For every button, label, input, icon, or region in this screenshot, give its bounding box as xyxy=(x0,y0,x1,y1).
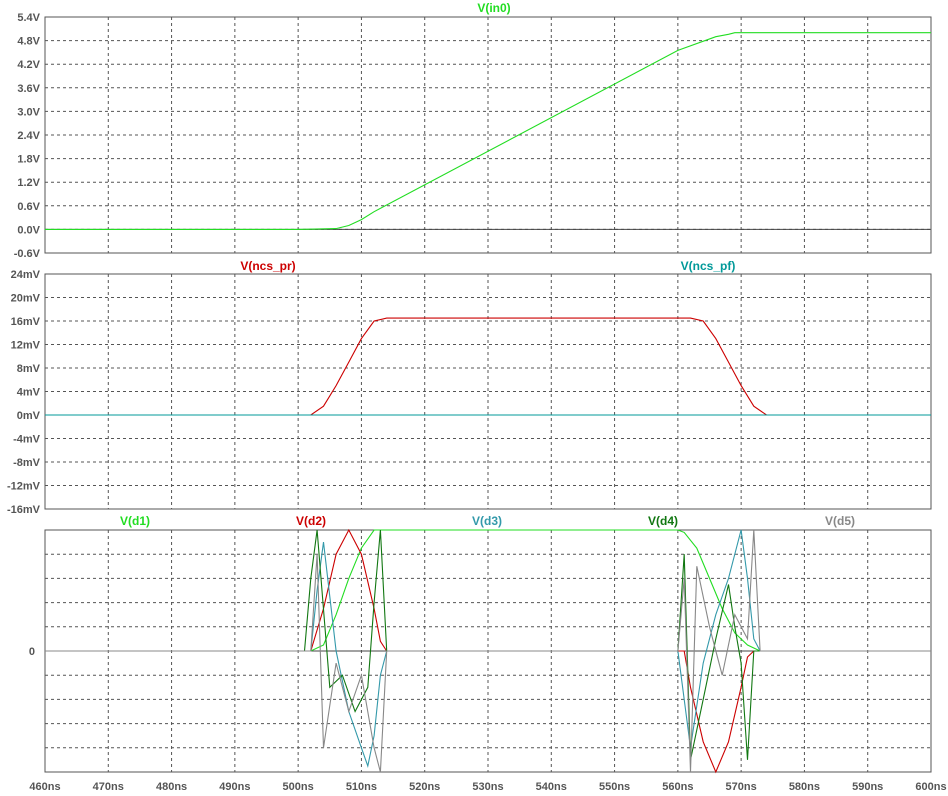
trace-V(ncs_pr) xyxy=(45,317,931,416)
pane-middle: 24mV 20mV 16mV 12mV 8mV 4mV 0mV -4mV -8mV -12mV -1… xyxy=(7,259,932,516)
x-tick-label: 460ns xyxy=(29,781,60,793)
y-tick-label: 20mV xyxy=(11,293,41,305)
trace-V(d1) xyxy=(45,529,931,652)
y-tick-label: 0 xyxy=(29,646,35,658)
y-tick-label: -4mV xyxy=(13,434,41,446)
x-tick-label: 570ns xyxy=(726,781,757,793)
series-title: V(ncs_pr) xyxy=(240,259,295,273)
x-tick-label: 470ns xyxy=(93,781,124,793)
series-title: V(d1) xyxy=(120,514,150,528)
y-tick-label: 0.0V xyxy=(17,224,40,236)
x-tick-label: 580ns xyxy=(789,781,820,793)
series-title: V(d3) xyxy=(472,514,502,528)
y-tick-label: 12mV xyxy=(11,340,41,352)
y-tick-label: 0mV xyxy=(17,410,41,422)
y-tick-label: 4mV xyxy=(17,387,41,399)
series-title: V(in0) xyxy=(477,1,510,15)
x-tick-label: 490ns xyxy=(219,781,250,793)
series-title: V(d4) xyxy=(648,514,678,528)
x-tick-label: 590ns xyxy=(852,781,883,793)
pane-frame xyxy=(44,16,932,254)
y-tick-label: 4.8V xyxy=(17,36,40,48)
series-title: V(d5) xyxy=(825,514,855,528)
x-tick-label: 480ns xyxy=(156,781,187,793)
trace-V(d5) xyxy=(45,529,931,773)
x-tick-label: 550ns xyxy=(599,781,630,793)
x-tick-label: 560ns xyxy=(662,781,693,793)
x-tick-label: 510ns xyxy=(346,781,377,793)
y-tick-label: 3.6V xyxy=(17,83,40,95)
y-tick-label: 4.2V xyxy=(17,59,40,71)
pane-top: 5.4V 4.8V 4.2V 3.6V 3.0V 2.4V 1.8V 1.2V 0.6V 0.0V… xyxy=(14,1,932,260)
y-tick-label: 16mV xyxy=(11,316,41,328)
y-tick-label: 3.0V xyxy=(17,106,40,118)
pane-frame xyxy=(44,273,932,510)
x-tick-label: 530ns xyxy=(472,781,503,793)
y-tick-label: 0.6V xyxy=(17,201,40,213)
x-tick-label: 600ns xyxy=(915,781,946,793)
x-tick-label: 500ns xyxy=(283,781,314,793)
y-tick-label: -16mV xyxy=(7,504,41,516)
y-tick-label: 2.4V xyxy=(17,130,40,142)
pane-bottom: 0 V(d1) V(d2) V(d3) V(d4) V(d5) 460ns 470ns 480n… xyxy=(29,514,947,793)
y-tick-label: 1.2V xyxy=(17,177,40,189)
y-tick-label: 1.8V xyxy=(17,154,40,166)
series-title: V(d2) xyxy=(296,514,326,528)
y-tick-label: -8mV xyxy=(13,457,41,469)
trace-V(in0) xyxy=(45,32,931,230)
series-title: V(ncs_pf) xyxy=(681,259,736,273)
y-tick-label: -0.6V xyxy=(14,248,41,260)
y-tick-label: 5.4V xyxy=(17,12,40,24)
y-tick-label: -12mV xyxy=(7,481,41,493)
x-tick-label: 520ns xyxy=(409,781,440,793)
y-tick-label: 8mV xyxy=(17,363,41,375)
x-tick-label: 540ns xyxy=(536,781,567,793)
y-tick-label: 24mV xyxy=(11,269,41,281)
